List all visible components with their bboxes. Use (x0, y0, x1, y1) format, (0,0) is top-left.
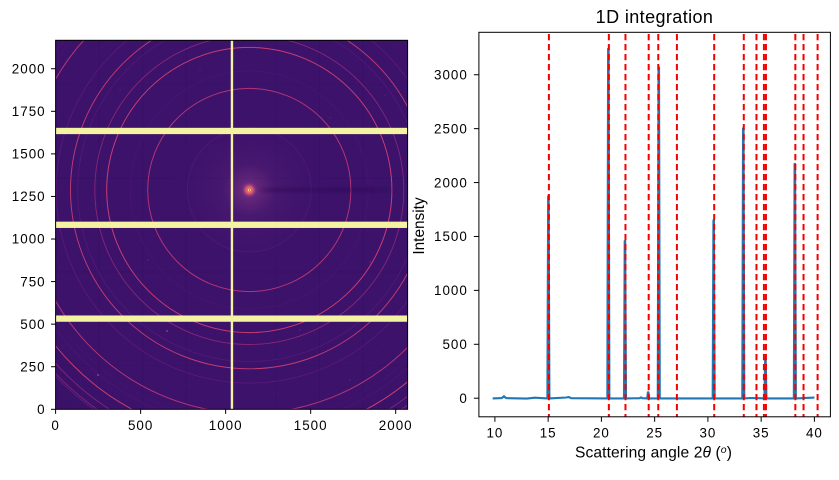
svg-text:10: 10 (486, 426, 503, 441)
svg-text:1D integration: 1D integration (596, 7, 714, 27)
svg-text:500: 500 (20, 317, 45, 332)
svg-text:0: 0 (37, 402, 45, 417)
svg-text:500: 500 (128, 418, 153, 433)
svg-text:20: 20 (593, 426, 610, 441)
svg-text:1500: 1500 (294, 418, 328, 433)
svg-text:2000: 2000 (12, 61, 46, 76)
svg-text:1000: 1000 (209, 418, 243, 433)
svg-text:2000: 2000 (434, 175, 468, 190)
svg-text:1000: 1000 (12, 232, 46, 247)
svg-text:1250: 1250 (12, 189, 46, 204)
svg-text:1500: 1500 (12, 147, 46, 162)
svg-text:15: 15 (540, 426, 557, 441)
svg-text:250: 250 (20, 359, 45, 374)
svg-text:40: 40 (806, 426, 823, 441)
svg-text:0: 0 (51, 418, 59, 433)
svg-text:1000: 1000 (434, 283, 468, 298)
svg-text:0: 0 (459, 391, 467, 406)
svg-text:Intensity: Intensity (411, 197, 428, 255)
svg-text:3000: 3000 (434, 67, 468, 82)
svg-text:2500: 2500 (434, 121, 468, 136)
svg-text:1500: 1500 (434, 229, 468, 244)
svg-text:750: 750 (20, 274, 45, 289)
svg-text:25: 25 (646, 426, 663, 441)
svg-text:35: 35 (753, 426, 770, 441)
svg-text:30: 30 (699, 426, 716, 441)
svg-text:Scattering angle 2θ (o): Scattering angle 2θ (o) (575, 444, 732, 462)
svg-text:1750: 1750 (12, 104, 46, 119)
svg-text:2000: 2000 (379, 418, 413, 433)
svg-text:500: 500 (442, 337, 467, 352)
